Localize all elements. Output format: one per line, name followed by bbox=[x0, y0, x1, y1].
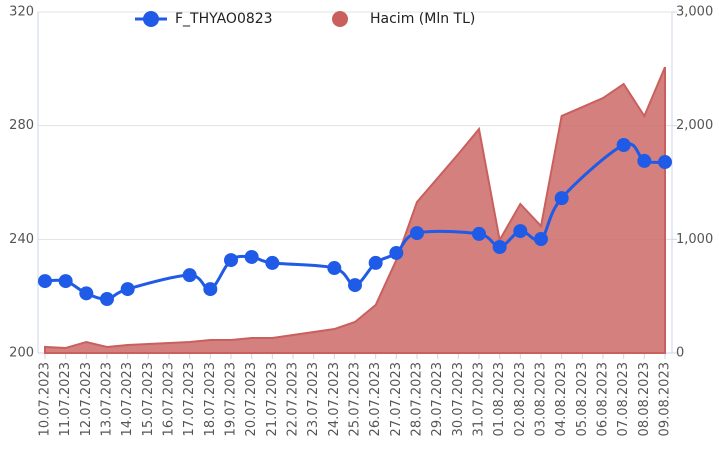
y2-tick-label: 0 bbox=[676, 346, 684, 361]
marker bbox=[554, 191, 569, 206]
x-tick-label: 04.08.2023 bbox=[554, 362, 569, 436]
x-tick-label: 07.08.2023 bbox=[616, 362, 631, 436]
marker bbox=[534, 232, 548, 247]
marker bbox=[100, 292, 114, 307]
marker bbox=[658, 155, 672, 170]
x-tick-label: 06.08.2023 bbox=[596, 362, 611, 436]
marker bbox=[79, 286, 94, 301]
x-tick-label: 26.07.2023 bbox=[368, 362, 383, 436]
marker bbox=[265, 255, 280, 270]
x-tick-label: 03.08.2023 bbox=[534, 362, 549, 436]
x-tick-label: 24.07.2023 bbox=[327, 362, 342, 436]
marker bbox=[492, 240, 507, 255]
legend-label: F_THYAO0823 bbox=[175, 11, 273, 27]
x-tick-label: 29.07.2023 bbox=[430, 362, 445, 436]
x-tick-label: 18.07.2023 bbox=[203, 362, 218, 436]
marker bbox=[203, 282, 218, 297]
x-tick-label: 09.08.2023 bbox=[658, 362, 673, 436]
y2-tick-label: 3,000 bbox=[676, 5, 713, 20]
marker bbox=[38, 274, 52, 289]
marker bbox=[616, 137, 631, 152]
x-tick-label: 14.07.2023 bbox=[120, 362, 135, 436]
x-tick-label: 23.07.2023 bbox=[306, 362, 321, 436]
x-tick-label: 15.07.2023 bbox=[141, 362, 156, 436]
x-tick-label: 28.07.2023 bbox=[410, 362, 425, 436]
marker bbox=[389, 245, 404, 260]
legend-marker bbox=[143, 11, 159, 27]
x-tick-label: 11.07.2023 bbox=[58, 362, 73, 436]
y2-tick-label: 2,000 bbox=[676, 118, 713, 133]
marker bbox=[58, 274, 73, 289]
y-tick-label: 320 bbox=[9, 5, 34, 20]
x-tick-label: 17.07.2023 bbox=[182, 362, 197, 436]
y2-tick-label: 1,000 bbox=[676, 232, 713, 247]
x-tick-label: 08.08.2023 bbox=[637, 362, 652, 436]
x-tick-label: 19.07.2023 bbox=[224, 362, 239, 436]
marker bbox=[224, 253, 238, 268]
x-tick-label: 20.07.2023 bbox=[244, 362, 259, 436]
area bbox=[44, 66, 666, 354]
y-tick-label: 240 bbox=[9, 232, 34, 247]
x-tick-label: 27.07.2023 bbox=[389, 362, 404, 436]
x-tick-label: 12.07.2023 bbox=[79, 362, 94, 436]
marker bbox=[368, 255, 383, 270]
marker bbox=[472, 226, 486, 241]
marker bbox=[637, 153, 652, 168]
marker bbox=[327, 261, 342, 276]
legend: F_THYAO0823 Hacim (Mln TL) bbox=[135, 11, 475, 27]
x-tick-label: 21.07.2023 bbox=[265, 362, 280, 436]
marker bbox=[244, 249, 259, 264]
x-tick-label: 10.07.2023 bbox=[38, 362, 53, 436]
x-tick-label: 01.08.2023 bbox=[492, 362, 507, 436]
x-tick-label: 16.07.2023 bbox=[162, 362, 177, 436]
legend-label: Hacim (Mln TL) bbox=[370, 11, 475, 27]
legend-marker bbox=[332, 11, 348, 27]
y-tick-label: 280 bbox=[9, 118, 34, 133]
x-tick-label: 02.08.2023 bbox=[513, 362, 528, 436]
x-tick-label: 05.08.2023 bbox=[575, 362, 590, 436]
marker bbox=[410, 226, 424, 241]
x-tick-label: 30.07.2023 bbox=[451, 362, 466, 436]
x-tick-label: 25.07.2023 bbox=[348, 362, 363, 436]
marker bbox=[348, 278, 362, 293]
x-tick-label: 22.07.2023 bbox=[286, 362, 301, 436]
x-tick-label: 13.07.2023 bbox=[100, 362, 115, 436]
y-tick-label: 200 bbox=[9, 346, 34, 361]
marker bbox=[513, 224, 528, 239]
marker bbox=[182, 268, 197, 283]
marker bbox=[120, 282, 135, 297]
x-tick-label: 31.07.2023 bbox=[472, 362, 487, 436]
